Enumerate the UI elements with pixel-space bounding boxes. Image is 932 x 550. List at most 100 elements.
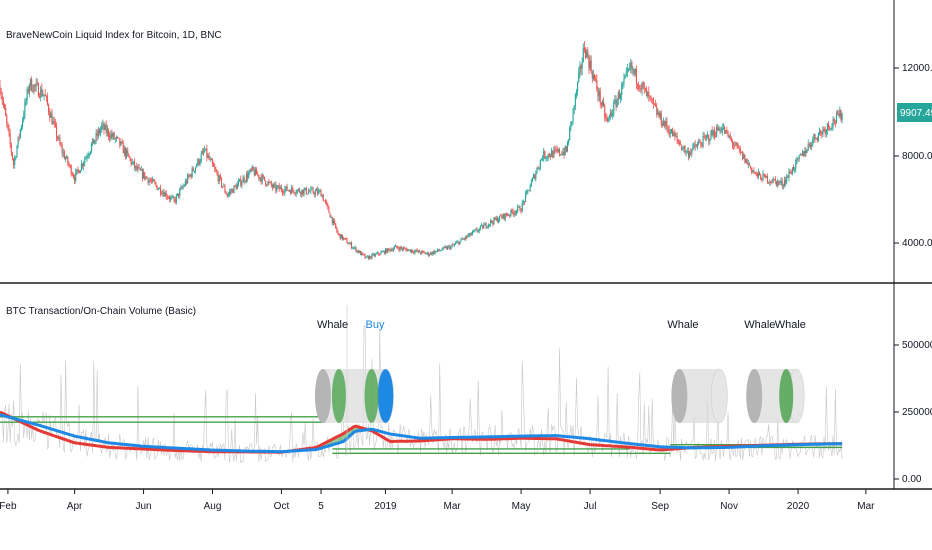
cylinder-green-band [331,369,346,423]
candle-body [422,251,424,252]
candle-body [263,176,266,181]
candle-body [563,151,565,155]
candle-body [110,133,112,139]
candle-body [534,174,536,179]
candle-body [224,186,226,192]
candle-body [375,253,377,255]
time-tick-label: Apr [67,501,83,512]
candle-body [129,157,131,159]
candle-body [362,252,364,255]
candle-body [309,191,311,193]
candle-body [254,169,257,176]
candle-body [457,241,459,243]
candle-body [825,129,827,134]
candle-body [633,69,635,74]
candle-body [285,186,287,189]
candle-body [201,151,203,155]
candle-body [303,189,305,195]
candle-body [137,167,139,170]
candle-body [219,175,221,179]
candle-body [50,113,52,118]
candle-body [136,165,138,170]
time-tick-label: Oct [274,501,290,512]
candle-body [719,128,721,132]
candle-body [587,50,589,58]
candle-body [319,190,321,192]
candle-body [522,201,524,203]
candle-body [714,136,717,137]
candle-body [606,117,608,121]
candle-body [145,176,147,179]
whale-label: Whale [744,319,775,331]
candle-body [162,192,164,195]
candle-body [640,88,642,90]
candle-body [287,190,289,192]
candle-body [231,189,233,192]
candle-body [387,248,389,253]
cylinder-right-cap [377,368,394,424]
candle-body [386,249,388,253]
candle-body [565,146,567,152]
candle-body [582,47,584,62]
candle-body [627,68,630,70]
candle-body [22,119,24,127]
candle-body [274,184,276,186]
candle-body [632,69,634,70]
candle-body [301,189,303,195]
candle-body [512,211,514,215]
candle-body [510,209,512,216]
candle-body [473,231,475,232]
time-axis[interactable]: Feb Apr Jun Aug Oct 5 2019 Mar May Jul Sep Nov 2020 M… [0,489,875,512]
candle-body [230,191,232,193]
candle-body [70,165,72,175]
candle-body [693,144,695,146]
candle-body [449,246,451,249]
candle-body [717,126,719,131]
candle-body [427,252,429,256]
candle-body [179,189,181,197]
candle-body [421,251,423,254]
candle-body [459,240,461,245]
candle-body [37,83,39,97]
candle-body [59,137,61,145]
candle-body [355,247,357,252]
whale-cylinder-marker [314,368,394,424]
candle-body [492,222,494,224]
candle-body [474,229,476,232]
price-axis[interactable]: 12000.00 8000.00 4000.00 [894,63,932,249]
candle-body [607,118,609,121]
candle-body [655,104,657,107]
series-line-blue[interactable] [0,413,843,454]
candle-body [482,225,484,229]
candle-body [379,254,381,256]
candle-body [131,162,133,164]
candle-body [164,192,166,197]
candle-body [484,223,486,226]
price-tick-label: 4000.00 [902,238,932,249]
candle-body [450,246,452,249]
candle-body [87,155,89,157]
candle-body [759,172,761,176]
candle-body [381,251,383,253]
candle-body [739,148,741,152]
candle-body [222,186,224,188]
candle-body [111,133,113,137]
candle-body [514,212,517,214]
candle-body [10,143,12,153]
candle-body [190,174,192,177]
candle-body [393,246,396,249]
candle-body [293,190,295,193]
candle-body [727,130,729,137]
candle-body [81,163,84,167]
candle-body [731,140,734,145]
candle-body [713,130,715,137]
candle-body [783,180,786,186]
candle-body [630,62,632,69]
candle-body [245,173,247,181]
candle-body [286,186,288,191]
candle-body [39,96,41,98]
candle-body [138,167,140,169]
candle-body [658,112,660,118]
